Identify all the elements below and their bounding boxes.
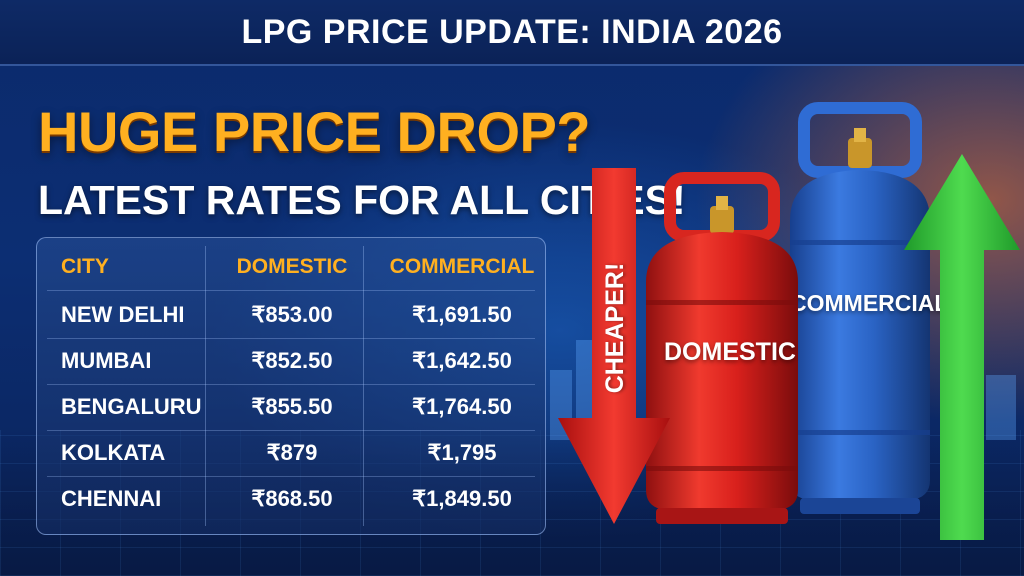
commercial-cylinder-label: COMMERCIAL — [790, 290, 949, 316]
column-divider — [205, 246, 206, 526]
cheaper-label: CHEAPER! — [600, 262, 629, 394]
table-row: NEW DELHI ₹853.00 ₹1,691.50 — [37, 292, 545, 338]
up-arrow-icon — [904, 154, 1020, 540]
city-cell: BENGALURU — [61, 394, 202, 419]
domestic-price-cell: ₹868.50 — [251, 486, 333, 511]
row-divider — [47, 476, 535, 477]
row-divider — [47, 338, 535, 339]
column-divider — [363, 246, 364, 526]
table-row: KOLKATA ₹879 ₹1,795 — [37, 430, 545, 476]
commercial-price-cell: ₹1,849.50 — [412, 486, 512, 511]
commercial-price-cell: ₹1,795 — [427, 440, 497, 465]
down-arrow-icon — [558, 168, 670, 524]
commercial-cylinder-icon — [790, 102, 930, 514]
table-row: BENGALURU ₹855.50 ₹1,764.50 — [37, 384, 545, 430]
city-cell: MUMBAI — [61, 348, 152, 373]
price-table: CITY DOMESTIC COMMERCIAL NEW DELHI ₹853.… — [36, 237, 546, 535]
domestic-price-cell: ₹855.50 — [251, 394, 333, 419]
table-row: CHENNAI ₹868.50 ₹1,849.50 — [37, 476, 545, 522]
domestic-cylinder-label: DOMESTIC — [664, 338, 796, 366]
row-divider — [47, 430, 535, 431]
row-divider — [47, 290, 535, 291]
column-header-commercial: COMMERCIAL — [389, 255, 535, 278]
row-divider — [47, 384, 535, 385]
city-cell: CHENNAI — [61, 486, 162, 511]
column-header-domestic: DOMESTIC — [236, 255, 348, 278]
domestic-price-cell: ₹879 — [266, 440, 318, 465]
table-row: MUMBAI ₹852.50 ₹1,642.50 — [37, 338, 545, 384]
city-cell: NEW DELHI — [61, 302, 185, 327]
city-cell: KOLKATA — [61, 440, 166, 465]
subheadline: LATEST RATES FOR ALL CITIES! — [38, 177, 686, 223]
page-title: LPG PRICE UPDATE: INDIA 2026 — [241, 12, 783, 51]
domestic-price-cell: ₹852.50 — [251, 348, 333, 373]
column-header-city: CITY — [61, 255, 109, 278]
table-header-row: CITY DOMESTIC COMMERCIAL — [37, 244, 545, 290]
domestic-cylinder-icon — [646, 172, 798, 524]
title-bar: LPG PRICE UPDATE: INDIA 2026 — [0, 0, 1024, 66]
cheaper-label-wrapper: CHEAPER! — [598, 263, 634, 408]
commercial-price-cell: ₹1,764.50 — [412, 394, 512, 419]
commercial-price-cell: ₹1,691.50 — [412, 302, 512, 327]
headline: HUGE PRICE DROP? — [38, 100, 591, 163]
domestic-price-cell: ₹853.00 — [251, 302, 333, 327]
commercial-price-cell: ₹1,642.50 — [412, 348, 512, 373]
